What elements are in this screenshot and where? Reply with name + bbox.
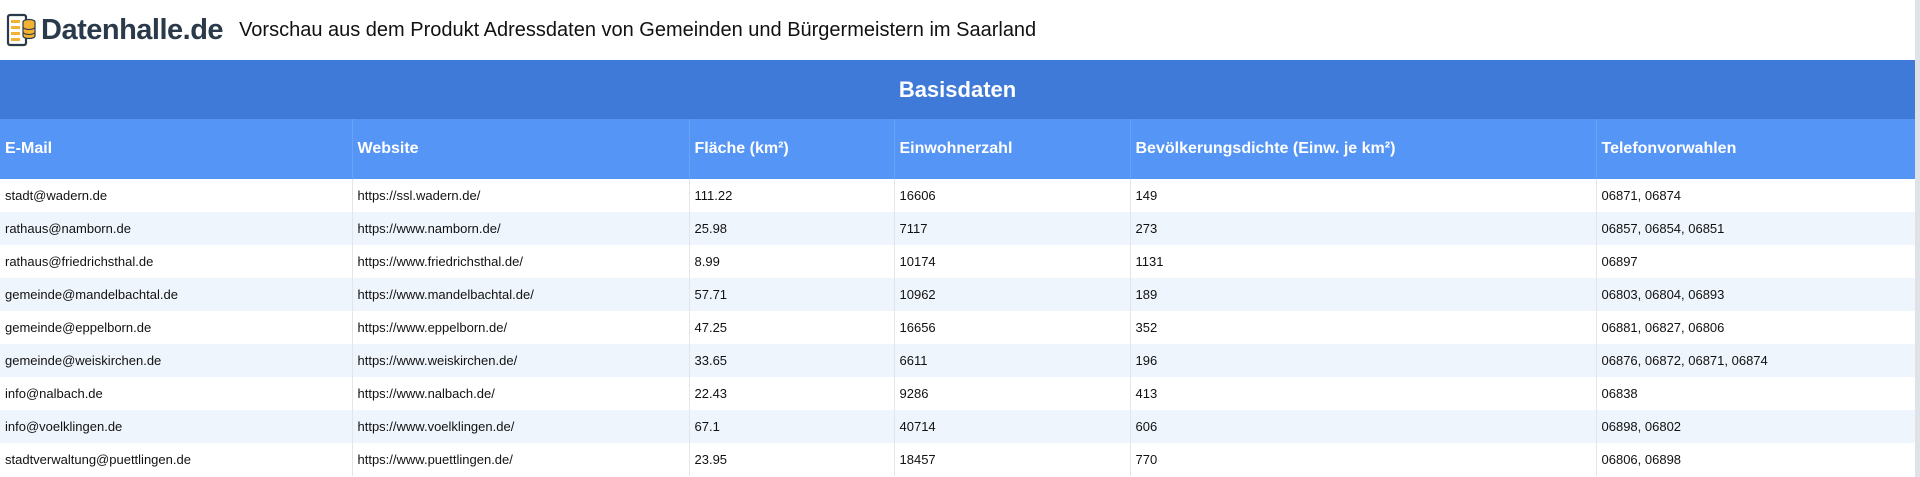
- cell-email: gemeinde@weiskirchen.de: [0, 344, 353, 377]
- cell-flaeche: 22.43: [689, 377, 895, 410]
- group-header-basisdaten: Basisdaten: [0, 60, 1916, 119]
- group-header-row: Basisdaten: [0, 60, 1916, 119]
- table-row: stadt@wadern.de https://ssl.wadern.de/ 1…: [0, 179, 1916, 212]
- data-table: Basisdaten E-Mail Website Fläche (km²) E…: [0, 60, 1916, 476]
- cell-flaeche: 25.98: [689, 212, 895, 245]
- database-logo-icon: [6, 13, 36, 47]
- cell-einwohnerzahl: 7117: [894, 212, 1131, 245]
- cell-vorwahlen: 06898, 06802: [1596, 410, 1916, 443]
- table-row: stadtverwaltung@puettlingen.de https://w…: [0, 443, 1916, 476]
- table-row: rathaus@friedrichsthal.de https://www.fr…: [0, 245, 1916, 278]
- cell-einwohnerzahl: 40714: [894, 410, 1131, 443]
- cell-email: gemeinde@eppelborn.de: [0, 311, 353, 344]
- cell-einwohnerzahl: 6611: [894, 344, 1131, 377]
- vertical-scrollbar[interactable]: [1915, 0, 1920, 477]
- cell-einwohnerzahl: 16606: [894, 179, 1131, 212]
- cell-website: https://www.friedrichsthal.de/: [352, 245, 690, 278]
- cell-dichte: 149: [1130, 179, 1597, 212]
- cell-flaeche: 57.71: [689, 278, 895, 311]
- table-row: info@voelklingen.de https://www.voelklin…: [0, 410, 1916, 443]
- table-row: info@nalbach.de https://www.nalbach.de/ …: [0, 377, 1916, 410]
- cell-website: https://www.eppelborn.de/: [352, 311, 690, 344]
- table-row: gemeinde@eppelborn.de https://www.eppelb…: [0, 311, 1916, 344]
- table-row: rathaus@namborn.de https://www.namborn.d…: [0, 212, 1916, 245]
- cell-website: https://www.mandelbachtal.de/: [352, 278, 690, 311]
- cell-website: https://ssl.wadern.de/: [352, 179, 690, 212]
- cell-vorwahlen: 06897: [1596, 245, 1916, 278]
- cell-website: https://www.weiskirchen.de/: [352, 344, 690, 377]
- cell-vorwahlen: 06871, 06874: [1596, 179, 1916, 212]
- cell-flaeche: 33.65: [689, 344, 895, 377]
- cell-vorwahlen: 06803, 06804, 06893: [1596, 278, 1916, 311]
- column-header-telefonvorwahlen[interactable]: Telefonvorwahlen: [1596, 119, 1916, 179]
- cell-dichte: 606: [1130, 410, 1597, 443]
- cell-website: https://www.namborn.de/: [352, 212, 690, 245]
- column-header-website[interactable]: Website: [352, 119, 690, 179]
- cell-vorwahlen: 06881, 06827, 06806: [1596, 311, 1916, 344]
- cell-flaeche: 67.1: [689, 410, 895, 443]
- cell-einwohnerzahl: 10962: [894, 278, 1131, 311]
- cell-flaeche: 23.95: [689, 443, 895, 476]
- column-header-email[interactable]: E-Mail: [0, 119, 353, 179]
- cell-email: rathaus@namborn.de: [0, 212, 353, 245]
- column-header-flaeche[interactable]: Fläche (km²): [689, 119, 895, 179]
- cell-vorwahlen: 06838: [1596, 377, 1916, 410]
- cell-vorwahlen: 06876, 06872, 06871, 06874: [1596, 344, 1916, 377]
- cell-einwohnerzahl: 16656: [894, 311, 1131, 344]
- column-header-row: E-Mail Website Fläche (km²) Einwohnerzah…: [0, 119, 1916, 179]
- cell-email: info@nalbach.de: [0, 377, 353, 410]
- cell-dichte: 196: [1130, 344, 1597, 377]
- column-header-bevoelkerungsdichte[interactable]: Bevölkerungsdichte (Einw. je km²): [1130, 119, 1597, 179]
- cell-flaeche: 8.99: [689, 245, 895, 278]
- cell-dichte: 189: [1130, 278, 1597, 311]
- cell-email: info@voelklingen.de: [0, 410, 353, 443]
- cell-flaeche: 111.22: [689, 179, 895, 212]
- cell-vorwahlen: 06806, 06898: [1596, 443, 1916, 476]
- cell-dichte: 1131: [1130, 245, 1597, 278]
- cell-email: stadtverwaltung@puettlingen.de: [0, 443, 353, 476]
- column-header-einwohnerzahl[interactable]: Einwohnerzahl: [894, 119, 1131, 179]
- cell-email: gemeinde@mandelbachtal.de: [0, 278, 353, 311]
- cell-email: stadt@wadern.de: [0, 179, 353, 212]
- cell-einwohnerzahl: 10174: [894, 245, 1131, 278]
- cell-dichte: 413: [1130, 377, 1597, 410]
- cell-website: https://www.voelklingen.de/: [352, 410, 690, 443]
- logo-text: Datenhalle.de: [41, 13, 224, 46]
- table-row: gemeinde@weiskirchen.de https://www.weis…: [0, 344, 1916, 377]
- page-header: Datenhalle.de Vorschau aus dem Produkt A…: [0, 0, 1920, 60]
- datenhalle-logo[interactable]: Datenhalle.de: [5, 12, 224, 48]
- cell-einwohnerzahl: 9286: [894, 377, 1131, 410]
- cell-einwohnerzahl: 18457: [894, 443, 1131, 476]
- cell-dichte: 273: [1130, 212, 1597, 245]
- cell-website: https://www.nalbach.de/: [352, 377, 690, 410]
- cell-flaeche: 47.25: [689, 311, 895, 344]
- page-title: Vorschau aus dem Produkt Adressdaten von…: [239, 18, 1037, 41]
- cell-vorwahlen: 06857, 06854, 06851: [1596, 212, 1916, 245]
- table-row: gemeinde@mandelbachtal.de https://www.ma…: [0, 278, 1916, 311]
- cell-website: https://www.puettlingen.de/: [352, 443, 690, 476]
- cell-email: rathaus@friedrichsthal.de: [0, 245, 353, 278]
- cell-dichte: 352: [1130, 311, 1597, 344]
- cell-dichte: 770: [1130, 443, 1597, 476]
